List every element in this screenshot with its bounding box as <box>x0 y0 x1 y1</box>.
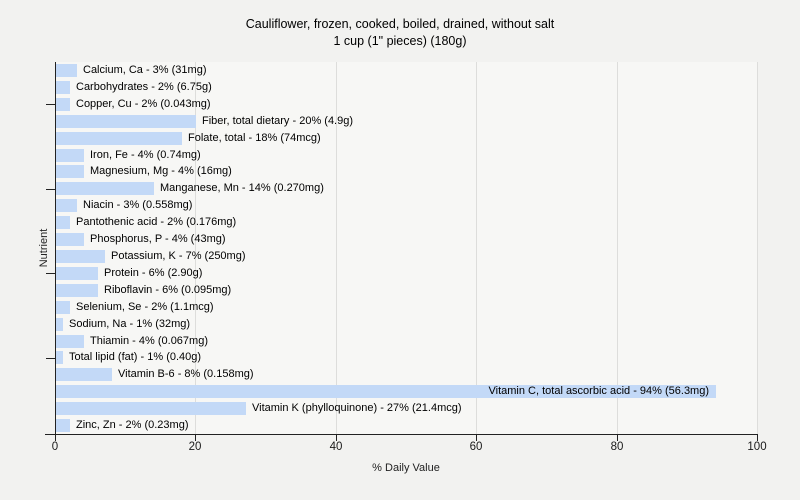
bar-label: Vitamin B-6 - 8% (0.158mg) <box>118 368 254 380</box>
gridline <box>617 62 618 434</box>
bar <box>56 81 70 94</box>
bar <box>56 351 63 364</box>
bar <box>56 165 84 178</box>
plot-area: Calcium, Ca - 3% (31mg) Carbohydrates - 2… <box>46 62 758 434</box>
bar-label: Riboflavin - 6% (0.095mg) <box>104 284 232 296</box>
x-axis-tick-label: 0 <box>51 441 59 453</box>
x-axis-tick-label: 40 <box>329 441 343 453</box>
bar-label: Calcium, Ca - 3% (31mg) <box>83 64 207 76</box>
bar <box>56 233 84 246</box>
x-axis-tick <box>617 434 618 441</box>
y-axis-tick <box>46 104 55 105</box>
y-axis-tick <box>46 273 55 274</box>
y-axis-tick <box>46 189 55 190</box>
x-axis-tick-label: 20 <box>188 441 202 453</box>
bar <box>56 199 77 212</box>
bar-label: Niacin - 3% (0.558mg) <box>83 199 193 211</box>
bar-label: Potassium, K - 7% (250mg) <box>111 250 246 262</box>
bar-label: Total lipid (fat) - 1% (0.40g) <box>69 351 202 363</box>
bar <box>56 318 63 331</box>
bar-label: Folate, total - 18% (74mcg) <box>188 132 321 144</box>
bar-label: Manganese, Mn - 14% (0.270mg) <box>160 182 324 194</box>
bar <box>56 284 98 297</box>
bar <box>56 250 105 263</box>
bar <box>56 335 84 348</box>
gridline <box>195 62 196 434</box>
y-axis-line <box>55 62 56 434</box>
y-axis-tick <box>46 358 55 359</box>
bar <box>56 419 70 432</box>
x-axis-line <box>45 434 758 435</box>
bar <box>56 132 182 145</box>
x-axis-tick <box>476 434 477 441</box>
bar-label: Protein - 6% (2.90g) <box>104 267 203 279</box>
bar-label: Thiamin - 4% (0.067mg) <box>90 335 208 347</box>
x-axis-tick <box>55 434 56 441</box>
x-axis-tick-label: 100 <box>747 441 767 453</box>
bar-label: Selenium, Se - 2% (1.1mcg) <box>76 301 214 313</box>
bar-label: Sodium, Na - 1% (32mg) <box>69 318 191 330</box>
bar <box>56 267 98 280</box>
bar-label: Vitamin K (phylloquinone) - 27% (21.4mcg… <box>252 402 462 414</box>
chart-title: Cauliflower, frozen, cooked, boiled, dra… <box>245 17 555 31</box>
bar-label: Pantothenic acid - 2% (0.176mg) <box>76 216 237 228</box>
y-axis-title: Nutrient <box>38 228 50 268</box>
bar-label: Zinc, Zn - 2% (0.23mg) <box>76 419 189 431</box>
bar <box>56 149 84 162</box>
bar <box>56 368 112 381</box>
bar <box>56 98 70 111</box>
bar-label: Carbohydrates - 2% (6.75g) <box>76 81 212 93</box>
bar-label: Copper, Cu - 2% (0.043mg) <box>76 98 211 110</box>
bar <box>56 385 716 398</box>
bar <box>56 301 70 314</box>
bar <box>56 64 77 77</box>
bar <box>56 182 154 195</box>
bar-label: Phosphorus, P - 4% (43mg) <box>90 233 226 245</box>
x-axis-title: % Daily Value <box>372 462 440 474</box>
gridline <box>336 62 337 434</box>
bar-label: Magnesium, Mg - 4% (16mg) <box>90 165 232 177</box>
x-axis-tick <box>757 434 758 441</box>
x-axis-tick-label: 80 <box>610 441 624 453</box>
bar-label: Iron, Fe - 4% (0.74mg) <box>90 149 201 161</box>
x-axis-tick <box>336 434 337 441</box>
gridline <box>757 62 758 434</box>
bar <box>56 115 196 128</box>
gridline <box>476 62 477 434</box>
chart-title-block: Cauliflower, frozen, cooked, boiled, dra… <box>0 16 800 50</box>
bar-label: Fiber, total dietary - 20% (4.9g) <box>202 115 354 127</box>
bar-label: Vitamin C, total ascorbic acid - 94% (56… <box>488 385 710 397</box>
x-axis-tick <box>195 434 196 441</box>
bar <box>56 216 70 229</box>
x-axis-tick-label: 60 <box>469 441 483 453</box>
chart-subtitle: 1 cup (1" pieces) (180g) <box>333 34 467 48</box>
bar <box>56 402 246 415</box>
